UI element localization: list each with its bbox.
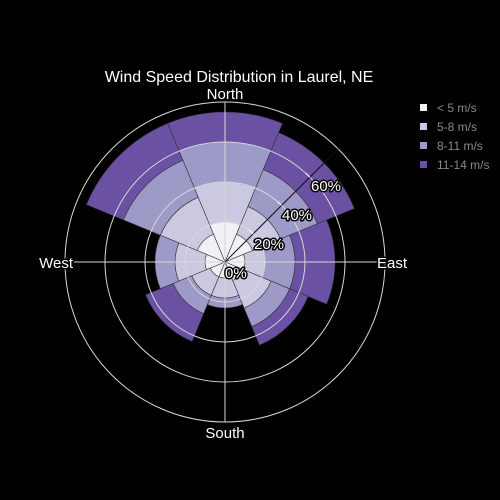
- legend-label-5-8[interactable]: 5-8 m/s: [437, 120, 477, 134]
- legend-swatch-8-11[interactable]: [420, 142, 427, 149]
- radial-tick-mark-40: [277, 201, 282, 206]
- radial-tick-60: 60%: [311, 178, 341, 195]
- polar-grid: [64, 101, 386, 423]
- bar-nw-series-3[interactable]: [86, 123, 184, 221]
- legend-swatch-lt5[interactable]: [420, 104, 427, 111]
- legend-label-8-11[interactable]: 8-11 m/s: [437, 139, 483, 153]
- legend: < 5 m/s 5-8 m/s 8-11 m/s 11-14 m/s: [420, 101, 489, 172]
- radial-tick-0: 0%: [225, 265, 247, 282]
- wind-rose-bars: [86, 111, 355, 346]
- bar-sw-series-3[interactable]: [145, 283, 204, 342]
- chart-title: Wind Speed Distribution in Laurel, NE: [105, 69, 374, 86]
- radial-tick-20: 20%: [254, 236, 284, 253]
- legend-label-11-14[interactable]: 11-14 m/s: [437, 158, 489, 172]
- angular-label-north: North: [207, 86, 244, 103]
- angular-label-west: West: [39, 255, 74, 272]
- radial-tick-40: 40%: [282, 207, 312, 224]
- legend-label-lt5[interactable]: < 5 m/s: [437, 101, 477, 115]
- legend-swatch-11-14[interactable]: [420, 161, 427, 168]
- angular-label-east: East: [377, 255, 408, 272]
- radial-tick-mark-60: [305, 172, 311, 178]
- legend-swatch-5-8[interactable]: [420, 123, 427, 130]
- angular-label-south: South: [205, 425, 244, 442]
- radial-tick-mark-20: [248, 229, 254, 235]
